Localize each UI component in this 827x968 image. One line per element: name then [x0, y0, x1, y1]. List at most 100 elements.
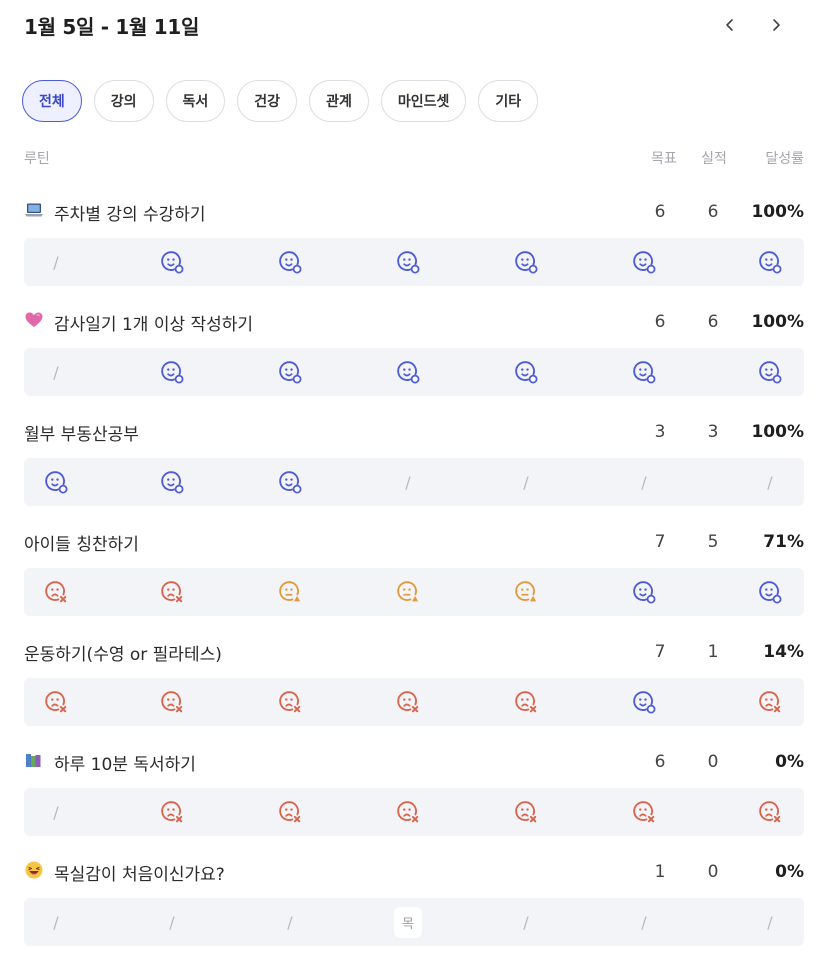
day-cell-empty[interactable]: / — [384, 458, 432, 506]
day-cell-fail[interactable] — [266, 788, 314, 836]
sad-face-x-icon — [632, 800, 656, 824]
day-cell-empty[interactable]: / — [32, 898, 80, 946]
routine-header[interactable]: 월부 부동산공부 3 3 100% — [24, 416, 804, 448]
day-cell-success[interactable] — [32, 458, 80, 506]
day-cell-fail[interactable] — [746, 678, 794, 726]
day-cell-fail[interactable] — [502, 788, 550, 836]
routine-item: 목실감이 처음이신가요? 1 0 0% / / / 목 / / / — [24, 856, 804, 946]
day-cell-fail[interactable] — [384, 788, 432, 836]
routine-done: 3 — [707, 422, 719, 442]
day-cell-success[interactable] — [746, 238, 794, 286]
day-cell-success[interactable] — [502, 348, 550, 396]
happy-face-check-icon — [632, 360, 656, 384]
neutral-face-warning-icon — [514, 580, 538, 604]
sad-face-x-icon — [514, 690, 538, 714]
day-cell-fail[interactable] — [32, 678, 80, 726]
filter-chip[interactable]: 건강 — [237, 80, 298, 122]
goal-column-label: 목표 — [651, 151, 677, 167]
day-cell-empty[interactable]: / — [746, 458, 794, 506]
day-cell-partial[interactable] — [384, 568, 432, 616]
routine-rate: 14% — [763, 642, 804, 662]
day-cell-today[interactable]: 목 — [384, 898, 432, 946]
day-cell-empty[interactable]: / — [502, 458, 550, 506]
routine-week-track: / / / / — [24, 458, 804, 506]
day-cell-empty[interactable]: / — [148, 898, 196, 946]
day-cell-empty[interactable]: / — [620, 898, 668, 946]
day-cell-fail[interactable] — [746, 788, 794, 836]
day-cell-fail[interactable] — [384, 678, 432, 726]
slash-icon: / — [641, 472, 647, 492]
routine-rate: 0% — [775, 862, 804, 882]
day-cell-fail[interactable] — [620, 788, 668, 836]
day-cell-success[interactable] — [746, 568, 794, 616]
routine-week-track: / — [24, 238, 804, 286]
category-filter-bar: 전체 강의 독서 건강 관계 마인드셋 기타 — [22, 80, 539, 122]
slash-icon: / — [523, 912, 529, 932]
books-icon — [24, 750, 44, 775]
day-cell-success[interactable] — [266, 348, 314, 396]
day-cell-fail[interactable] — [502, 678, 550, 726]
filter-chip[interactable]: 기타 — [478, 80, 539, 122]
routine-item: 월부 부동산공부 3 3 100% / / / / — [24, 416, 804, 506]
day-cell-empty[interactable]: / — [502, 898, 550, 946]
day-cell-partial[interactable] — [502, 568, 550, 616]
day-cell-success[interactable] — [620, 678, 668, 726]
routine-goal: 6 — [654, 202, 666, 222]
happy-face-check-icon — [632, 690, 656, 714]
day-cell-partial[interactable] — [266, 568, 314, 616]
day-cell-fail[interactable] — [148, 678, 196, 726]
routine-done: 1 — [707, 642, 719, 662]
day-cell-success[interactable] — [620, 238, 668, 286]
day-cell-fail[interactable] — [148, 568, 196, 616]
chevron-right-icon — [773, 19, 780, 31]
day-cell-success[interactable] — [148, 348, 196, 396]
next-week-button[interactable] — [762, 11, 790, 39]
happy-face-check-icon — [278, 470, 302, 494]
day-cell-success[interactable] — [620, 348, 668, 396]
filter-chip[interactable]: 강의 — [93, 80, 154, 122]
day-cell-success[interactable] — [620, 568, 668, 616]
sad-face-x-icon — [758, 690, 782, 714]
day-cell-success[interactable] — [746, 348, 794, 396]
routine-header[interactable]: 운동하기(수영 or 필라테스) 7 1 14% — [24, 636, 804, 668]
day-cell-fail[interactable] — [266, 678, 314, 726]
routine-header[interactable]: 아이들 칭찬하기 7 5 71% — [24, 526, 804, 558]
day-cell-success[interactable] — [266, 238, 314, 286]
day-cell-success[interactable] — [384, 348, 432, 396]
routine-header[interactable]: 목실감이 처음이신가요? 1 0 0% — [24, 856, 804, 888]
slash-icon: / — [641, 912, 647, 932]
routine-header[interactable]: 감사일기 1개 이상 작성하기 6 6 100% — [24, 306, 804, 338]
day-cell-fail[interactable] — [32, 568, 80, 616]
routine-week-track: / — [24, 348, 804, 396]
day-cell-success[interactable] — [148, 238, 196, 286]
slash-icon: / — [405, 472, 411, 492]
day-cell-empty[interactable]: / — [620, 458, 668, 506]
day-cell-success[interactable] — [502, 238, 550, 286]
day-cell-empty[interactable]: / — [32, 788, 80, 836]
day-cell-empty[interactable]: / — [32, 238, 80, 286]
filter-chip[interactable]: 마인드셋 — [380, 80, 467, 122]
laughing-icon — [24, 860, 44, 885]
day-cell-success[interactable] — [148, 458, 196, 506]
day-cell-success[interactable] — [266, 458, 314, 506]
routine-header[interactable]: 주차별 강의 수강하기 6 6 100% — [24, 196, 804, 228]
happy-face-check-icon — [514, 360, 538, 384]
routine-rate: 100% — [751, 422, 804, 442]
day-cell-success[interactable] — [384, 238, 432, 286]
day-cell-empty[interactable]: / — [266, 898, 314, 946]
happy-face-check-icon — [278, 250, 302, 274]
routine-title: 하루 10분 독서하기 — [24, 750, 196, 775]
prev-week-button[interactable] — [716, 11, 744, 39]
day-cell-empty[interactable]: / — [746, 898, 794, 946]
slash-icon: / — [767, 472, 773, 492]
slash-icon: / — [53, 362, 59, 382]
day-cell-empty[interactable]: / — [32, 348, 80, 396]
routine-name: 월부 부동산공부 — [24, 424, 139, 445]
done-column-label: 실적 — [701, 151, 727, 167]
routine-done: 0 — [707, 752, 719, 772]
filter-chip[interactable]: 전체 — [22, 80, 82, 122]
day-cell-fail[interactable] — [148, 788, 196, 836]
routine-header[interactable]: 하루 10분 독서하기 6 0 0% — [24, 746, 804, 778]
filter-chip[interactable]: 독서 — [165, 80, 226, 122]
filter-chip[interactable]: 관계 — [309, 80, 369, 122]
